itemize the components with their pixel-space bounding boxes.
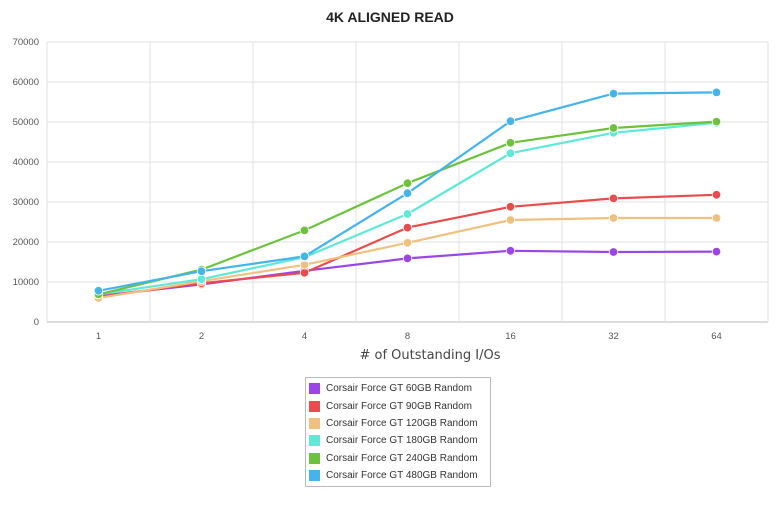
y-tick-label: 10000 — [13, 277, 39, 288]
x-axis-label: # of Outstanding I/Os — [359, 348, 500, 363]
y-tick-label: 60000 — [13, 77, 39, 88]
data-point — [402, 238, 413, 248]
legend: Corsair Force GT 60GB Random Corsair Forc… — [305, 377, 491, 488]
legend-label: Corsair Force GT 180GB Random — [326, 435, 478, 447]
data-point — [608, 88, 619, 99]
legend-label: Corsair Force GT 480GB Random — [326, 470, 478, 482]
data-point — [505, 215, 516, 225]
y-tick-label: 0 — [34, 317, 39, 328]
legend-item: Corsair Force GT 90GB Random — [309, 397, 487, 414]
legend-item: Corsair Force GT 480GB Random — [309, 467, 487, 484]
data-point — [711, 190, 722, 200]
y-tick-label: 20000 — [13, 237, 39, 248]
x-axis-ticks: 1 2 4 8 16 32 64 — [96, 331, 722, 342]
data-point — [402, 222, 413, 233]
grid-lines — [46, 41, 769, 323]
series-6 — [93, 87, 722, 296]
x-tick-label: 8 — [405, 331, 410, 342]
legend-label: Corsair Force GT 90GB Random — [326, 400, 472, 412]
data-point — [505, 202, 516, 212]
y-axis-ticks: 0 10000 20000 30000 40000 50000 60000 70000 — [13, 37, 39, 328]
data-point — [608, 213, 619, 223]
legend-swatch — [309, 400, 320, 412]
x-tick-label: 2 — [199, 331, 204, 342]
x-tick-label: 64 — [711, 331, 722, 342]
series-line — [98, 121, 717, 296]
legend-swatch — [309, 470, 320, 482]
data-point — [93, 286, 104, 296]
legend-item: Corsair Force GT 240GB Random — [309, 450, 487, 467]
x-tick-label: 32 — [608, 331, 619, 342]
x-tick-label: 4 — [302, 331, 307, 342]
data-point — [608, 193, 619, 204]
data-point — [299, 225, 310, 236]
series-5 — [93, 116, 722, 300]
series-4 — [93, 118, 722, 300]
y-tick-label: 70000 — [13, 37, 39, 48]
data-point — [402, 253, 413, 264]
data-point — [711, 87, 722, 98]
data-point — [505, 116, 516, 126]
data-point — [505, 148, 516, 158]
x-tick-label: 16 — [505, 331, 516, 342]
y-tick-label: 50000 — [13, 117, 39, 128]
legend-item: Corsair Force GT 180GB Random — [309, 432, 487, 449]
legend-label: Corsair Force GT 60GB Random — [326, 383, 472, 395]
data-point — [608, 247, 619, 257]
data-point — [711, 116, 722, 127]
legend-item: Corsair Force GT 60GB Random — [309, 380, 487, 397]
data-point — [608, 123, 619, 133]
data-point — [196, 274, 207, 284]
series-line — [98, 120, 717, 296]
data-point — [299, 268, 310, 278]
legend-swatch — [309, 417, 320, 429]
data-point — [196, 266, 207, 276]
legend-swatch — [309, 383, 320, 395]
data-point — [505, 246, 516, 256]
legend-label: Corsair Force GT 120GB Random — [326, 417, 478, 429]
x-tick-label: 1 — [96, 331, 101, 342]
y-tick-label: 40000 — [13, 157, 39, 168]
legend-label: Corsair Force GT 240GB Random — [326, 452, 478, 464]
data-point — [402, 188, 413, 198]
data-point — [299, 251, 310, 262]
data-point — [402, 209, 413, 219]
data-point — [711, 246, 722, 257]
legend-swatch — [309, 452, 320, 464]
data-point — [505, 138, 516, 148]
series-lines — [93, 87, 722, 303]
legend-swatch — [309, 435, 320, 447]
data-point — [711, 213, 722, 223]
y-tick-label: 30000 — [13, 197, 39, 208]
data-point — [402, 178, 413, 188]
chart-title: 4K ALIGNED READ — [326, 9, 454, 25]
legend-item: Corsair Force GT 120GB Random — [309, 415, 487, 432]
